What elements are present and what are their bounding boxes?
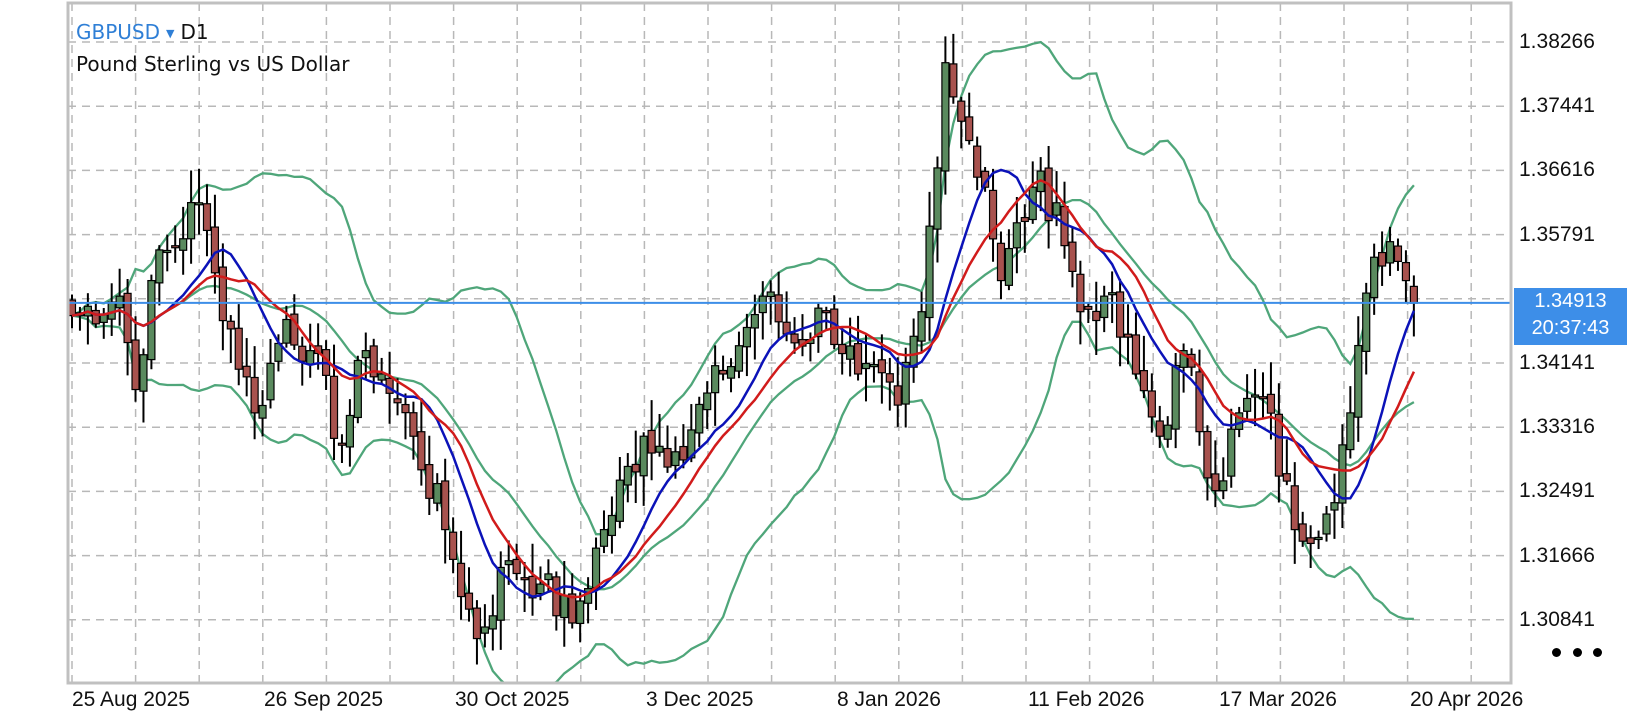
symbol-description: Pound Sterling vs US Dollar (76, 52, 350, 76)
chart-header: GBPUSD ▼ D1 (76, 20, 209, 46)
more-dots-icon[interactable] (1552, 640, 1602, 664)
symbol-selector[interactable]: GBPUSD (76, 20, 161, 44)
bollinger-bands (71, 40, 1415, 683)
price-tick-label: 1.37441 (1519, 94, 1595, 118)
price-tick-label: 1.31666 (1519, 543, 1595, 567)
date-tick-label: 20 Apr 2026 (1410, 688, 1524, 711)
moving-averages (71, 168, 1416, 599)
date-tick-label: 25 Aug 2025 (72, 688, 190, 711)
date-tick-label: 30 Oct 2025 (455, 688, 570, 711)
chart-border (66, 1, 1513, 685)
price-tick-label: 1.33316 (1519, 415, 1595, 439)
caret-down-icon[interactable]: ▼ (166, 26, 175, 40)
timeframe-label: D1 (180, 20, 209, 44)
date-tick-label: 17 Mar 2026 (1219, 688, 1337, 711)
current-price-value: 1.34913 (1534, 290, 1607, 312)
date-tick-label: 3 Dec 2025 (646, 688, 754, 711)
price-tick-label: 1.36616 (1519, 158, 1595, 182)
candlesticks (68, 33, 1418, 665)
bar-countdown: 20:37:43 (1531, 317, 1610, 339)
date-tick-label: 8 Jan 2026 (837, 688, 941, 711)
price-tick-label: 1.35791 (1519, 222, 1595, 246)
date-tick-label: 11 Feb 2026 (1028, 688, 1145, 711)
current-price-badge: 1.34913 20:37:43 (1514, 288, 1627, 345)
date-tick-label: 26 Sep 2025 (264, 688, 384, 711)
price-tick-label: 1.32491 (1519, 479, 1595, 503)
price-tick-label: 1.38266 (1519, 30, 1595, 53)
price-tick-label: 1.30841 (1519, 607, 1595, 631)
price-tick-label: 1.34141 (1519, 351, 1595, 374)
